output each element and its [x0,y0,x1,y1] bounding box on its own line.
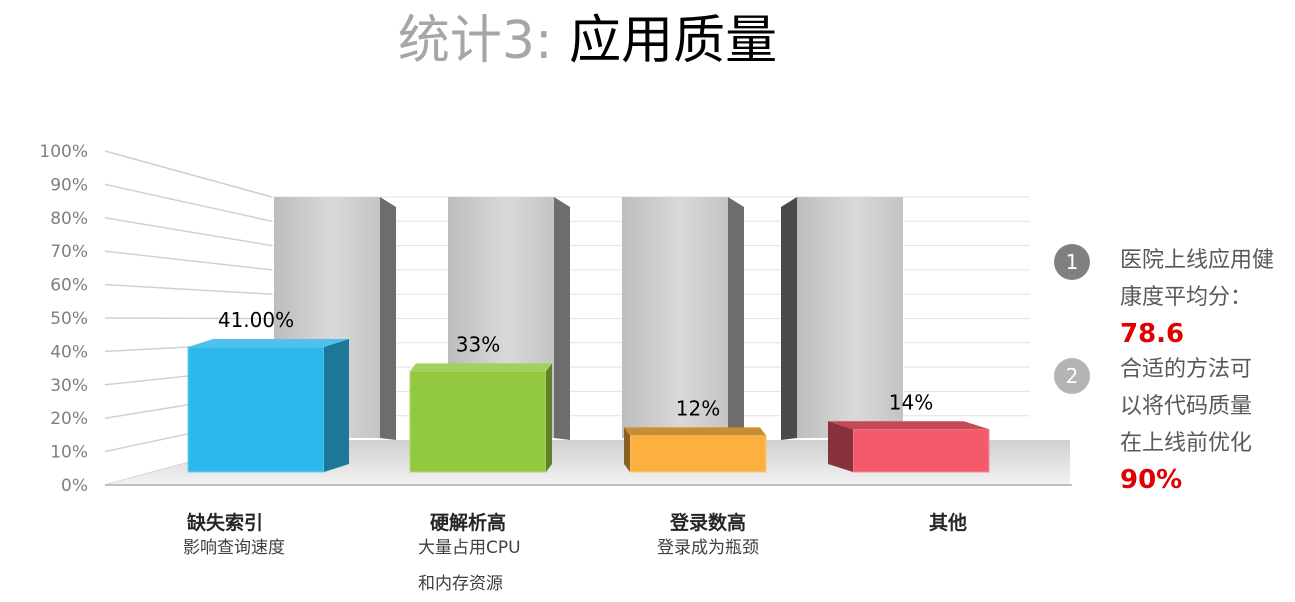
y-tick-label: 80% [50,209,88,229]
category-sub-2-line-1: 大量占用CPU [418,538,521,558]
pillar-side [781,197,797,440]
y-tick-label: 40% [50,342,88,362]
title-main: 应用质量 [569,11,778,71]
y-tick-label: 30% [50,376,88,396]
pillar-side [728,197,744,440]
bar-front [629,434,767,473]
y-tick-label: 50% [50,309,88,329]
pillar-side [380,197,396,440]
bar-front [852,428,990,473]
note-1-line-2: 康度平均分： [1120,285,1253,310]
page-title: 统计3: 应用质量 [0,6,1175,76]
category-label-2: 硬解析高 [429,512,506,534]
gridline-diagonal [104,150,273,198]
note-2-line-3: 在上线前优化 [1120,431,1253,456]
category-sub-2-line-2: 和内存资源 [418,574,503,594]
chart-bars [187,338,990,473]
note-1-line-1: 医院上线应用健 [1120,248,1275,273]
bar-chart: 0% 10% 20% 30% 40% 50% 60% 70% 80% 90% 100% 41.00%… [39,142,1072,496]
note-2-badge: 2 [1054,358,1090,394]
pillar-front [622,197,728,438]
note-2: 合适的方法可 以将代码质量 在上线前优化 90% [1120,351,1295,498]
y-tick-label: 60% [50,276,88,296]
data-label: 12% [676,396,720,420]
note-2-line-2: 以将代码质量 [1120,394,1253,419]
category-label-1: 缺失索引 [186,512,263,534]
pillar-side [554,197,570,440]
background-pillars [274,197,903,440]
bar-side [546,363,552,472]
bar-top [188,338,349,347]
bar-front [187,346,325,473]
bar-side [324,338,349,472]
gridline-diagonal [104,250,273,271]
y-tick-label: 70% [50,242,88,262]
title-prefix: 统计3: [397,11,570,71]
pillar-front [797,197,903,438]
category-label-3: 登录数高 [669,512,746,534]
y-tick-label: 0% [61,476,88,496]
chart-labels: 41.00% 33% 12% 14% [218,308,933,420]
bar-front [409,370,547,473]
note-1-value: 78.6 [1120,319,1185,349]
category-sub-1-line-1: 影响查询速度 [183,538,285,558]
note-2-value: 90% [1120,465,1183,495]
gridline-diagonal [104,217,273,247]
category-sub-3-line-1: 登录成为瓶颈 [657,538,759,558]
y-tick-label: 20% [50,409,88,429]
note-1-badge: 1 [1054,244,1090,280]
y-tick-label: 10% [50,443,88,463]
bar-top [828,421,989,430]
data-label: 41.00% [218,308,294,332]
y-tick-label: 100% [39,142,88,162]
data-label: 14% [889,390,933,414]
gridline-diagonal [104,183,273,223]
category-label-4: 其他 [928,512,967,534]
bar-side [828,421,853,472]
note-2-line-1: 合适的方法可 [1120,357,1253,382]
y-tick-label: 90% [50,175,88,195]
gridline-diagonal [104,317,273,320]
bar-top [410,363,552,372]
bar-side [624,427,630,472]
note-1: 医院上线应用健 康度平均分： 78.6 [1120,242,1295,352]
gridline-diagonal [104,283,273,295]
bar-top [624,427,766,436]
data-label: 33% [456,332,500,356]
